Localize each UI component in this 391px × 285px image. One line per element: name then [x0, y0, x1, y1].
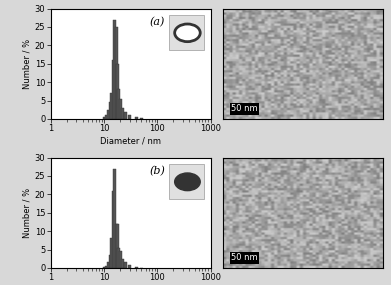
- Bar: [113, 20, 117, 119]
- Bar: [105, 115, 108, 119]
- Text: (a): (a): [150, 17, 165, 28]
- Text: 50 nm: 50 nm: [231, 253, 258, 262]
- Y-axis label: Number / %: Number / %: [23, 188, 32, 238]
- Bar: [112, 60, 115, 119]
- Bar: [102, 117, 106, 119]
- Bar: [109, 255, 111, 268]
- Bar: [118, 99, 122, 119]
- Bar: [135, 267, 138, 268]
- Bar: [140, 118, 143, 119]
- FancyBboxPatch shape: [169, 15, 204, 50]
- Text: (b): (b): [150, 166, 166, 177]
- Bar: [124, 262, 127, 268]
- Bar: [117, 248, 120, 268]
- Bar: [105, 266, 108, 268]
- FancyBboxPatch shape: [169, 164, 204, 200]
- Bar: [117, 89, 120, 119]
- Bar: [110, 93, 113, 119]
- Circle shape: [175, 173, 200, 191]
- Bar: [118, 251, 122, 268]
- Text: 50 nm: 50 nm: [231, 104, 258, 113]
- Bar: [116, 224, 119, 268]
- Bar: [109, 102, 111, 119]
- Bar: [128, 265, 131, 268]
- Bar: [102, 267, 106, 268]
- Bar: [116, 64, 119, 119]
- Bar: [121, 108, 124, 119]
- Bar: [113, 168, 117, 268]
- Bar: [121, 259, 124, 268]
- Bar: [115, 27, 118, 119]
- X-axis label: Diameter / nm: Diameter / nm: [100, 136, 161, 145]
- Bar: [107, 110, 110, 119]
- Y-axis label: Number / %: Number / %: [23, 39, 32, 89]
- Bar: [112, 191, 115, 268]
- Bar: [128, 115, 131, 119]
- Circle shape: [175, 24, 200, 42]
- Bar: [110, 239, 113, 268]
- Bar: [124, 111, 127, 119]
- Bar: [115, 224, 118, 268]
- Bar: [107, 262, 110, 268]
- Bar: [135, 117, 138, 119]
